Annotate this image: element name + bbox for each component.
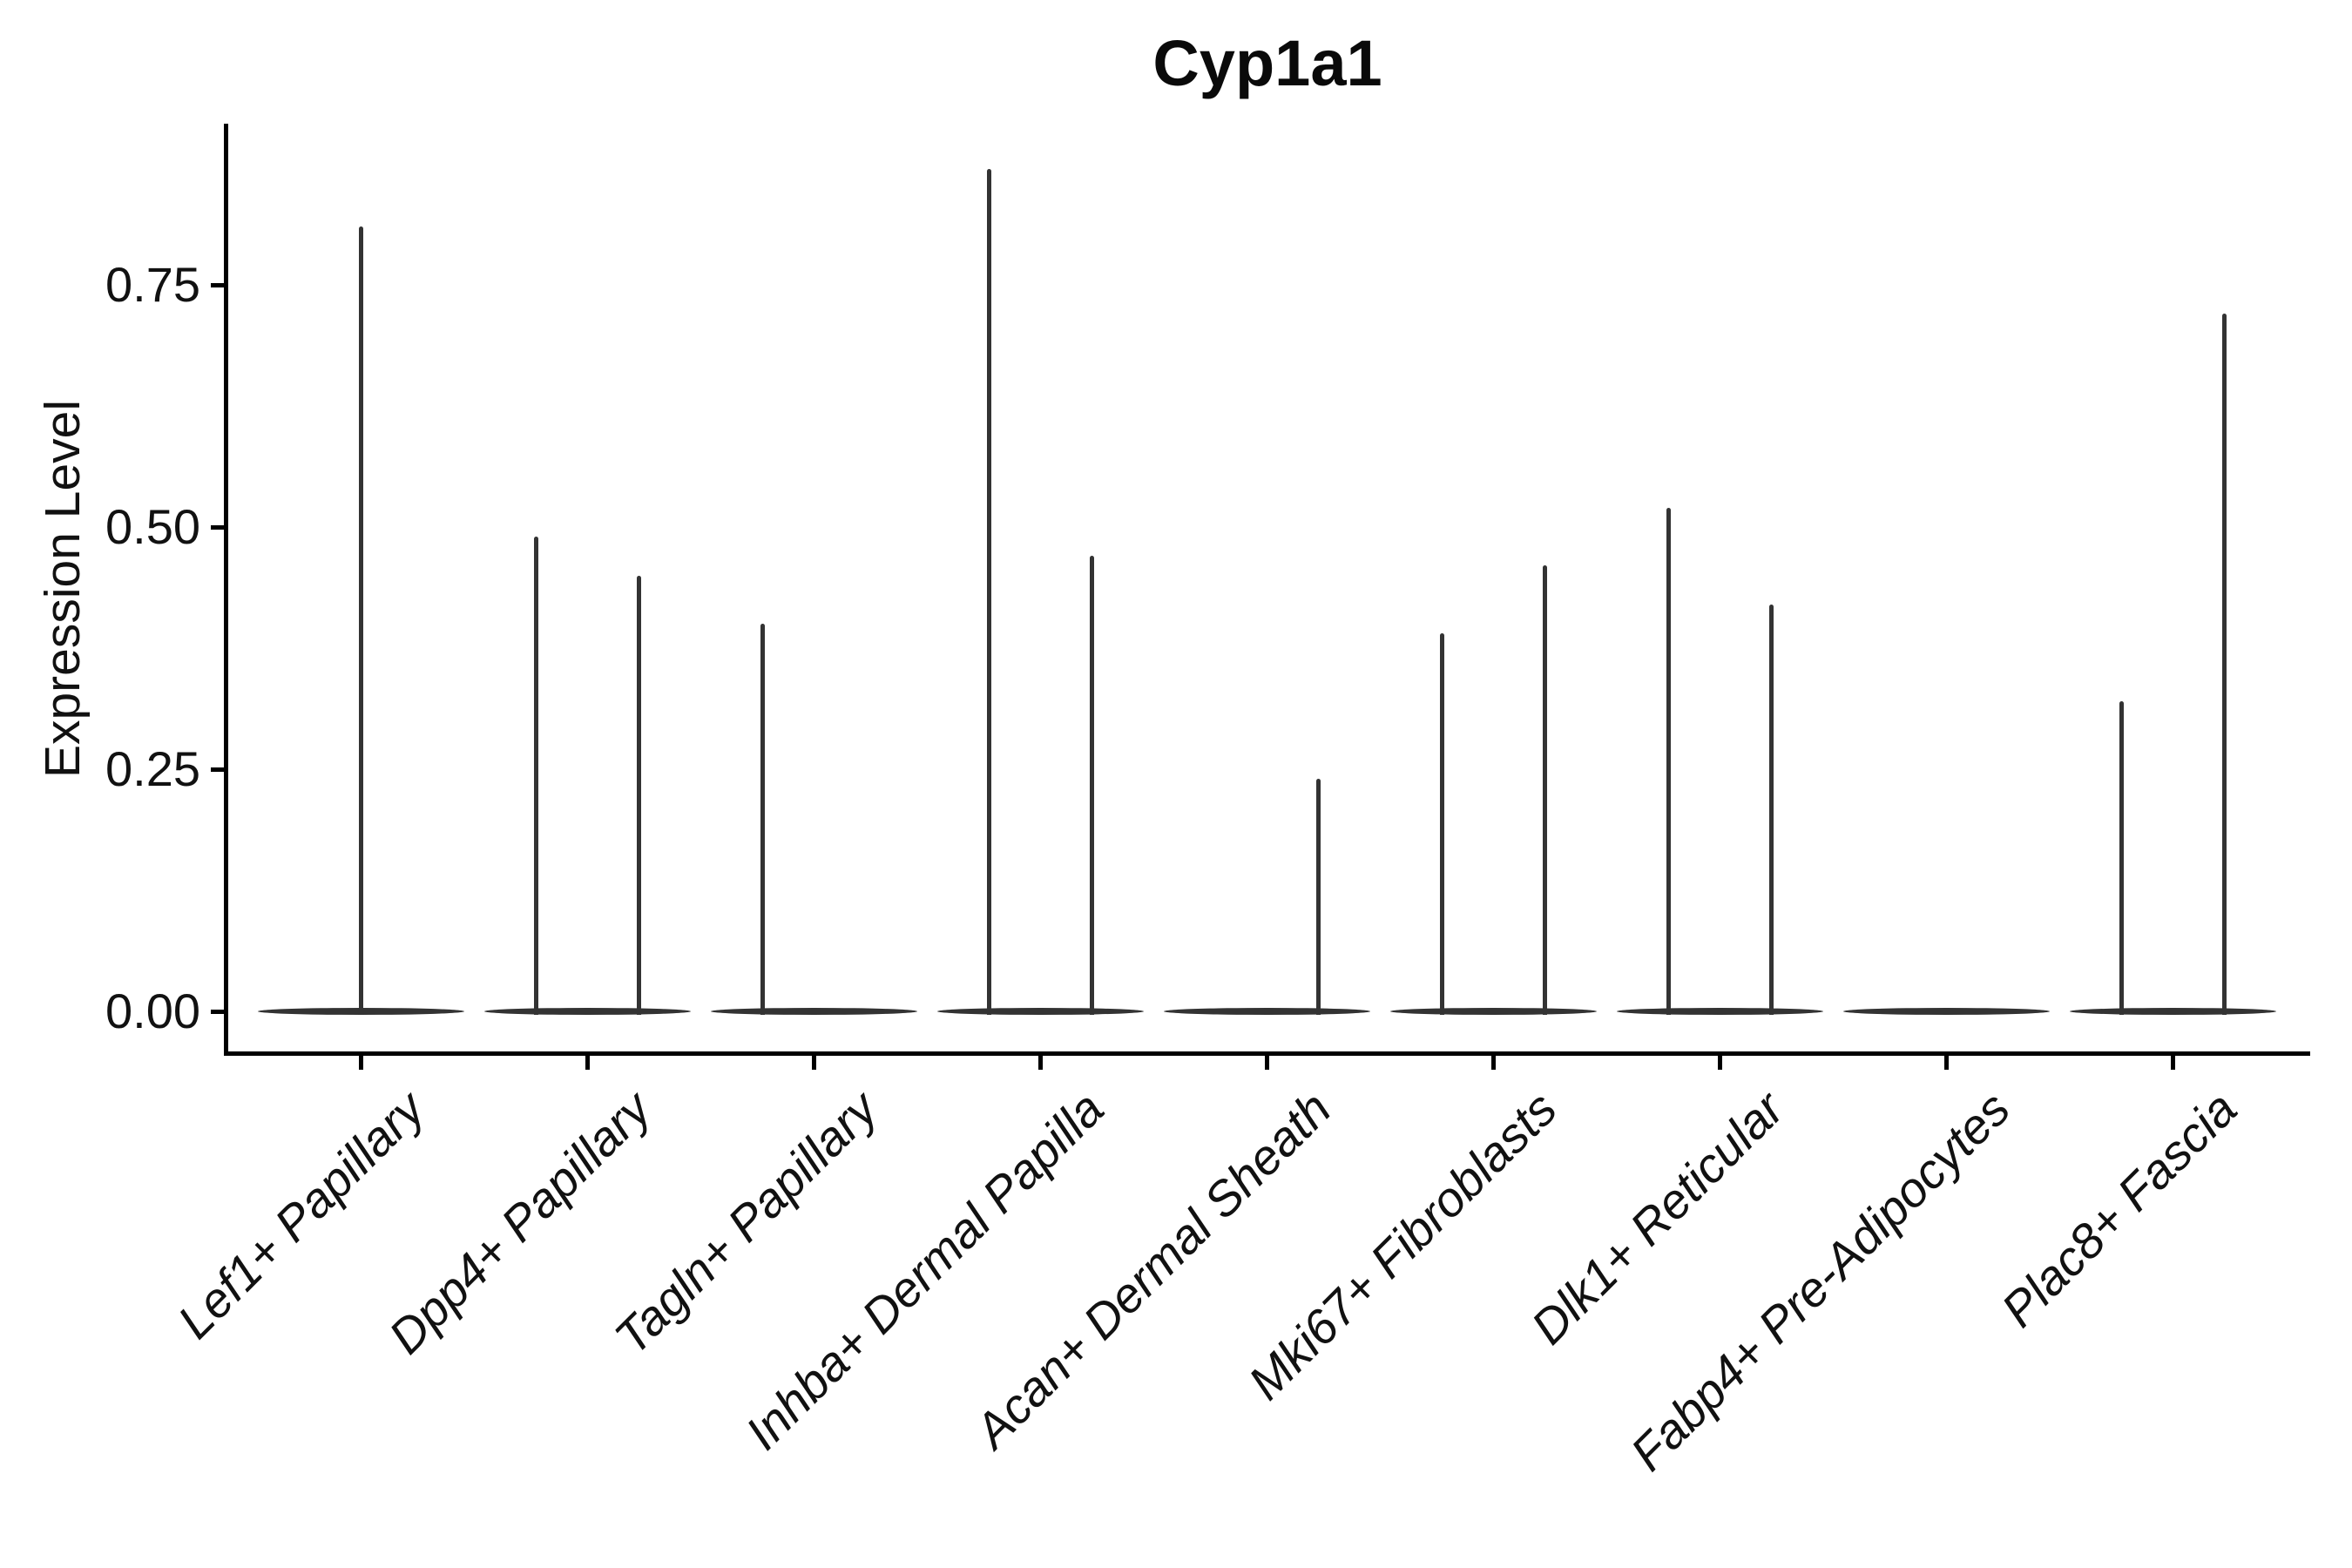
violin-spike: [358, 226, 363, 1015]
y-tick-mark: [211, 524, 225, 530]
y-axis-spine: [224, 124, 228, 1056]
violin-body: [937, 1008, 1144, 1015]
y-tick-label: 0.50: [105, 499, 200, 554]
violin-spike: [636, 575, 641, 1015]
violin-spike: [2119, 701, 2124, 1015]
y-axis-label: Expression Level: [35, 399, 91, 779]
violin-spike: [1542, 565, 1547, 1015]
x-tick-mark: [1264, 1056, 1269, 1070]
y-tick-mark: [211, 282, 225, 287]
violin-body: [2070, 1008, 2276, 1015]
x-tick-label: Fabp4+ Pre-Adipocytes: [1619, 1080, 2021, 1482]
x-tick-mark: [1037, 1056, 1043, 1070]
violin-spike: [986, 168, 991, 1015]
x-tick-mark: [1490, 1056, 1496, 1070]
violin-spike: [2221, 314, 2227, 1015]
violin-body: [711, 1008, 917, 1015]
violin-body: [1164, 1008, 1370, 1015]
plot-title: Cyp1a1: [1152, 27, 1382, 99]
x-tick-mark: [358, 1056, 363, 1070]
x-tick-mark: [585, 1056, 590, 1070]
y-tick-mark: [211, 1009, 225, 1014]
violin-body: [484, 1008, 691, 1015]
x-tick-mark: [1943, 1056, 1949, 1070]
y-tick-label: 0.00: [105, 983, 200, 1038]
y-tick-mark: [211, 767, 225, 772]
x-tick-mark: [811, 1056, 816, 1070]
violin-spike: [760, 624, 765, 1015]
violin-body: [1843, 1008, 2050, 1015]
violin-spike: [1315, 779, 1321, 1015]
violin-spike: [1768, 604, 1774, 1015]
x-tick-mark: [2170, 1056, 2175, 1070]
x-tick-label: Plac8+ Fascia: [1990, 1080, 2247, 1338]
violin-body: [1617, 1008, 1823, 1015]
x-axis-spine: [224, 1051, 2310, 1056]
violin-spike: [533, 537, 538, 1015]
violin-spike: [1439, 633, 1444, 1015]
violin-body: [1390, 1008, 1597, 1015]
y-tick-label: 0.25: [105, 741, 200, 796]
violin-spike: [1666, 507, 1671, 1015]
violin-spike: [1089, 556, 1094, 1015]
y-tick-label: 0.75: [105, 257, 200, 312]
x-tick-mark: [1717, 1056, 1722, 1070]
